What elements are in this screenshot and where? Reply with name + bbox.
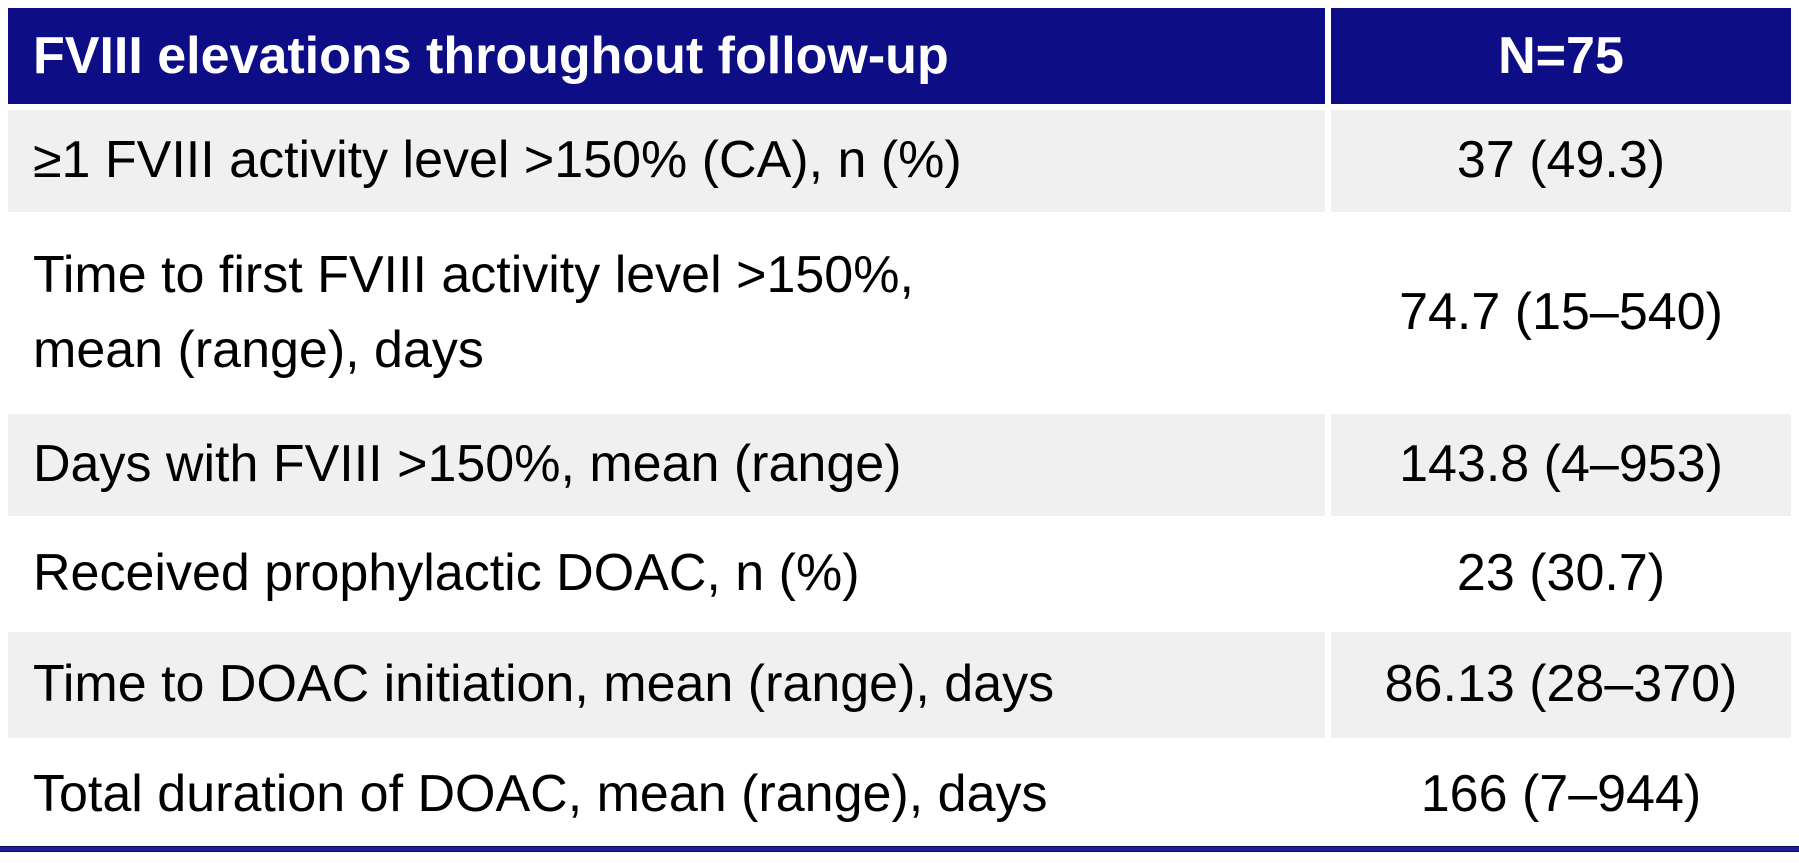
row-label-cell: ≥1 FVIII activity level >150% (CA), n (%… bbox=[8, 110, 1325, 212]
row-label-cell: Total duration of DOAC, mean (range), da… bbox=[8, 744, 1325, 846]
row-label-cell: Time to first FVIII activity level >150%… bbox=[8, 218, 1325, 408]
row-value: 74.7 (15–540) bbox=[1399, 283, 1723, 342]
header-cell-title: FVIII elevations throughout follow-up bbox=[8, 8, 1325, 104]
row-value: 23 (30.7) bbox=[1456, 544, 1666, 603]
table-row: Received prophylactic DOAC, n (%) 23 (30… bbox=[8, 522, 1791, 626]
row-value-cell: 143.8 (4–953) bbox=[1331, 414, 1791, 516]
row-label-cell: Days with FVIII >150%, mean (range) bbox=[8, 414, 1325, 516]
row-value-cell: 166 (7–944) bbox=[1331, 744, 1791, 846]
row-value: 143.8 (4–953) bbox=[1399, 435, 1723, 494]
row-value: 37 (49.3) bbox=[1456, 131, 1666, 190]
table-title: FVIII elevations throughout follow-up bbox=[33, 27, 949, 85]
table-row: Time to first FVIII activity level >150%… bbox=[8, 218, 1791, 408]
table-row: Total duration of DOAC, mean (range), da… bbox=[8, 744, 1791, 846]
fviii-elevations-table: FVIII elevations throughout follow-up N=… bbox=[8, 8, 1791, 846]
row-value-cell: 37 (49.3) bbox=[1331, 110, 1791, 212]
row-label-cell: Time to DOAC initiation, mean (range), d… bbox=[8, 632, 1325, 738]
row-value: 86.13 (28–370) bbox=[1384, 655, 1738, 714]
row-value-cell: 23 (30.7) bbox=[1331, 522, 1791, 626]
table-row: ≥1 FVIII activity level >150% (CA), n (%… bbox=[8, 110, 1791, 212]
bottom-divider-rule bbox=[0, 846, 1799, 852]
row-label: Received prophylactic DOAC, n (%) bbox=[33, 544, 860, 603]
table-row: Days with FVIII >150%, mean (range) 143.… bbox=[8, 414, 1791, 516]
table-header-row: FVIII elevations throughout follow-up N=… bbox=[8, 8, 1791, 104]
row-value-cell: 86.13 (28–370) bbox=[1331, 632, 1791, 738]
row-value-cell: 74.7 (15–540) bbox=[1331, 218, 1791, 408]
row-label: Days with FVIII >150%, mean (range) bbox=[33, 435, 902, 494]
row-label: Time to first FVIII activity level >150%… bbox=[33, 245, 914, 379]
row-label: Time to DOAC initiation, mean (range), d… bbox=[33, 655, 1055, 714]
sample-size-label: N=75 bbox=[1498, 27, 1624, 85]
header-cell-n: N=75 bbox=[1331, 8, 1791, 104]
row-label-cell: Received prophylactic DOAC, n (%) bbox=[8, 522, 1325, 626]
row-label: Total duration of DOAC, mean (range), da… bbox=[33, 765, 1048, 824]
table-row: Time to DOAC initiation, mean (range), d… bbox=[8, 632, 1791, 738]
row-value: 166 (7–944) bbox=[1420, 765, 1702, 824]
row-label: ≥1 FVIII activity level >150% (CA), n (%… bbox=[33, 131, 962, 190]
